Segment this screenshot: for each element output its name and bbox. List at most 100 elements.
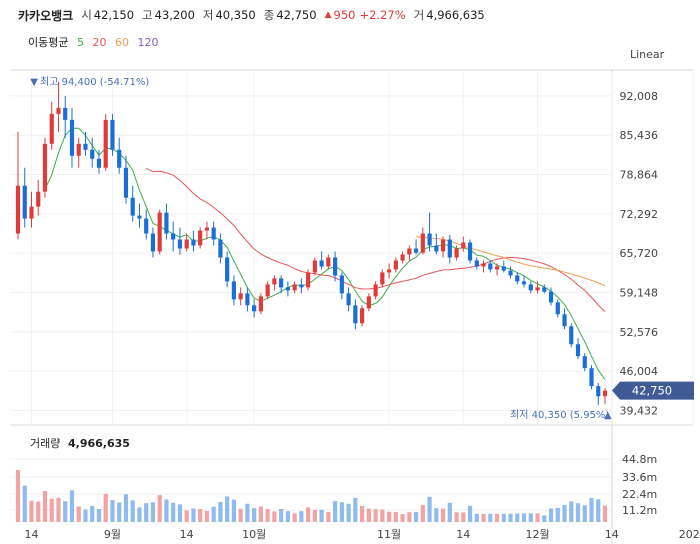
- volume-bar: [542, 515, 547, 522]
- volume-bar: [434, 508, 439, 522]
- candle-body: [339, 275, 344, 294]
- price-tick-label: 65,720: [620, 247, 659, 260]
- candle-body: [252, 305, 257, 312]
- ma-5-label: 5: [76, 36, 84, 49]
- candle-body: [191, 239, 196, 246]
- date-tick-label: 2022: [679, 528, 700, 541]
- quote-header: 카카오뱅크 시 42,150 고 43,200 저 40,350 종 42,75…: [18, 6, 493, 24]
- candle-body: [225, 257, 230, 282]
- volume-bar: [191, 508, 196, 522]
- volume-bar: [211, 506, 216, 522]
- candle-body: [447, 239, 452, 258]
- volume-bar: [198, 508, 203, 522]
- candle-body: [69, 119, 75, 156]
- candle-body: [56, 107, 61, 114]
- volume-bar: [602, 505, 608, 522]
- moving-average-lines: [44, 127, 606, 380]
- candle-body: [326, 257, 331, 267]
- max-price-marker: 최고 94,400 (-54.71%): [40, 76, 149, 88]
- volume-bar: [360, 505, 365, 522]
- candle-body: [474, 260, 479, 267]
- candle-body: [110, 119, 115, 150]
- candle-body: [245, 293, 250, 306]
- volume-bar: [582, 505, 587, 522]
- candle-body: [63, 107, 68, 120]
- volume-bar: [387, 511, 392, 522]
- volume-tick-label: 11.2m: [622, 504, 657, 517]
- candle-body: [29, 206, 34, 219]
- candle-body: [144, 218, 149, 234]
- candle-body: [333, 257, 338, 276]
- volume-bar: [326, 512, 331, 522]
- price-tick-label: 85,436: [620, 129, 659, 142]
- volume-bar: [333, 501, 338, 522]
- candle-body: [440, 239, 446, 252]
- candle-body: [562, 314, 567, 327]
- candle-body: [312, 260, 317, 273]
- change-up-icon: ▲: [324, 10, 332, 20]
- volume-bar: [508, 513, 513, 522]
- volume-bar: [575, 503, 581, 522]
- candle-body: [454, 248, 459, 258]
- candle-body: [22, 185, 27, 219]
- current-price-tag: 42,750: [612, 381, 694, 400]
- volume-title-value: 4,966,635: [68, 437, 130, 450]
- volume-bar: [555, 507, 560, 522]
- candle-body: [508, 270, 513, 276]
- change-percent: +2.27%: [359, 8, 406, 22]
- volume-bar: [400, 514, 405, 522]
- volume-bar: [319, 509, 324, 522]
- volume-bar: [36, 501, 41, 522]
- scale-mode-toggle[interactable]: Linear: [630, 48, 665, 61]
- moving-average-label: 이동평균: [28, 36, 69, 49]
- candle-body: [461, 242, 466, 249]
- candle-body: [164, 212, 169, 234]
- candle-body: [123, 167, 129, 198]
- volume-bar: [407, 512, 412, 522]
- volume-bar: [137, 507, 142, 522]
- volume-tick-label: 22.4m: [622, 488, 657, 501]
- volume-bar: [548, 508, 554, 522]
- volume-bars: [15, 470, 608, 522]
- volume-bar: [420, 505, 425, 522]
- volume-bar: [562, 504, 567, 522]
- candle-body: [589, 368, 594, 387]
- candle-body: [299, 284, 304, 288]
- volume-bar: [56, 497, 61, 522]
- volume-value: 4,966,635: [426, 8, 485, 22]
- volume-bar: [15, 470, 21, 522]
- open-value: 42,150: [93, 8, 135, 22]
- min-marker-arrow-icon: ▲: [604, 410, 612, 421]
- volume-bar: [22, 485, 27, 522]
- volume-bar: [299, 511, 304, 522]
- candle-body: [575, 344, 581, 357]
- volume-bar: [569, 501, 574, 522]
- moving-average-legend[interactable]: 이동평균 5 20 60 120: [28, 34, 163, 50]
- volume-bar: [488, 513, 493, 522]
- candle-body: [407, 248, 412, 255]
- volume-bar: [238, 508, 243, 522]
- volume-bar: [440, 508, 446, 522]
- volume-bar: [204, 510, 210, 522]
- volume-bar: [427, 496, 432, 522]
- volume-tick-label: 33.6m: [622, 471, 657, 484]
- date-tick-label: 10월: [242, 528, 266, 541]
- candle-body: [582, 356, 587, 369]
- date-tick-label: 14: [605, 528, 619, 541]
- candles: [15, 81, 608, 405]
- grid-lines: [10, 72, 694, 425]
- ma-60-label: 60: [114, 36, 129, 49]
- volume-bar: [218, 502, 223, 522]
- candle-body: [360, 308, 365, 324]
- candle-body: [279, 278, 284, 288]
- volume-bar: [177, 504, 183, 522]
- candle-body: [184, 239, 189, 249]
- ma5-line: [44, 127, 606, 380]
- candle-body: [602, 390, 608, 397]
- volume-bar: [245, 503, 250, 522]
- low-value: 40,350: [215, 8, 256, 22]
- volume-bar: [528, 513, 533, 522]
- low-label: 저: [202, 8, 214, 22]
- candle-body: [488, 263, 493, 270]
